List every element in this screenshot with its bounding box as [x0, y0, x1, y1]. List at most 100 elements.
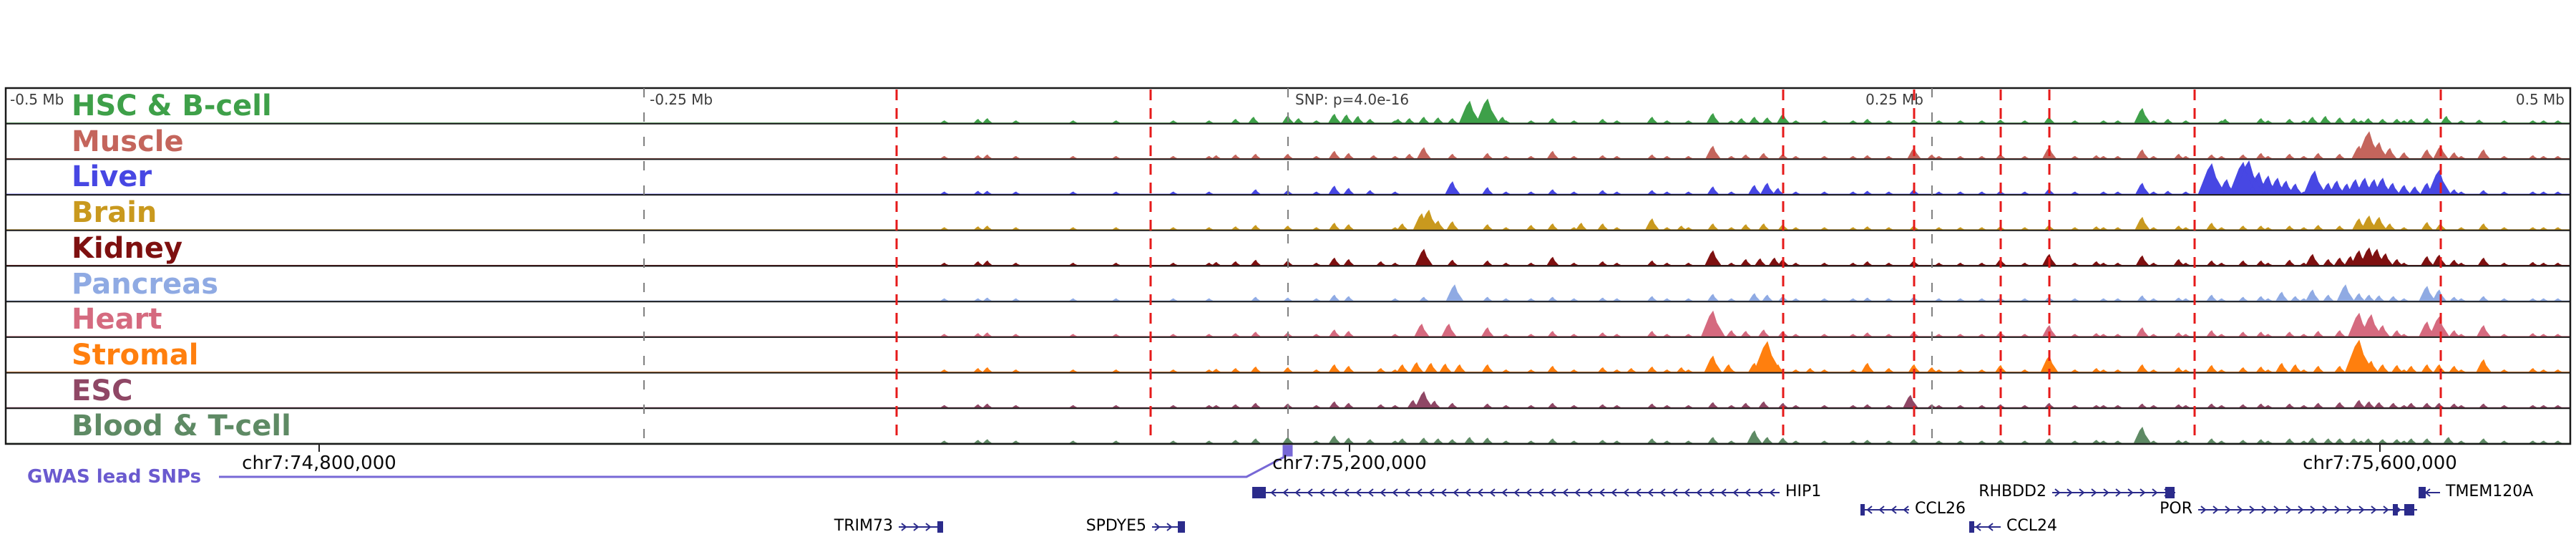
gene-strand-arrow: [1166, 523, 1173, 531]
gene-strand-arrow: [1672, 488, 1678, 497]
gene-strand-arrow: [2127, 488, 2134, 497]
gene-strand-arrow: [1538, 488, 1544, 497]
gene-strand-arrow: [1465, 488, 1471, 497]
gwas-pointer-line: [219, 455, 1285, 478]
gene-strand-arrow: [2079, 488, 2085, 497]
gene-strand-arrow: [1392, 488, 1398, 497]
gene-strand-arrow: [1550, 488, 1556, 497]
track-label-heart: Heart: [72, 303, 162, 337]
axis-tick-label-minus-0-25mb: -0.25 Mb: [650, 91, 713, 108]
gene-label-por: POR: [2160, 500, 2192, 518]
gene-strand-arrow: [1903, 505, 1909, 514]
gene-strand-arrow: [1647, 488, 1654, 497]
gene-strand-arrow: [1878, 505, 1885, 514]
gene-strand-arrow: [2237, 505, 2243, 514]
gene-strand-arrow: [1307, 488, 1313, 497]
gene-strand-arrow: [1757, 488, 1763, 497]
gene-strand-arrow: [1866, 505, 1873, 514]
gene-strand-arrow: [2152, 488, 2158, 497]
gene-strand-arrow: [1453, 488, 1459, 497]
track-label-blood-t-cell: Blood & T-cell: [72, 410, 291, 443]
gene-strand-arrow: [2067, 488, 2073, 497]
gene-strand-arrow: [1343, 488, 1350, 497]
gene-label-tmem120a: TMEM120A: [2446, 483, 2534, 500]
gene-strand-arrow: [1635, 488, 1641, 497]
gene-strand-arrow: [1416, 488, 1423, 497]
gene-strand-arrow: [2249, 505, 2255, 514]
gene-strand-arrow: [1294, 488, 1301, 497]
gene-strand-arrow: [1501, 488, 1508, 497]
gene-strand-arrow: [2383, 505, 2389, 514]
gene-label-ccl24: CCL24: [2006, 517, 2057, 535]
gwas-lead-snps-label: GWAS lead SNPs: [27, 466, 202, 488]
gene-strand-arrow: [2225, 505, 2231, 514]
gene-strand-arrow: [925, 523, 932, 531]
gene-strand-arrow: [1331, 488, 1337, 497]
gene-strand-arrow: [1623, 488, 1629, 497]
gene-strand-arrow: [2212, 505, 2219, 514]
gene-strand-arrow: [2346, 505, 2353, 514]
gene-strand-arrow: [1489, 488, 1496, 497]
gene-strand-arrow: [1684, 488, 1690, 497]
gene-strand-arrow: [901, 523, 907, 531]
gene-exon-box: [2419, 487, 2426, 498]
signal-brain: [6, 209, 2570, 231]
axis-tick-label-plus-0-5mb: 0.5 Mb: [2515, 91, 2565, 108]
gene-strand-arrow: [1611, 488, 1617, 497]
gene-exon-box: [2393, 504, 2398, 516]
gene-strand-arrow: [913, 523, 919, 531]
gene-strand-arrow: [1513, 488, 1520, 497]
gene-exon-box: [2165, 487, 2175, 498]
gene-strand-arrow: [1282, 488, 1289, 497]
track-label-brain: Brain: [72, 196, 157, 230]
gene-strand-arrow: [1574, 488, 1581, 497]
gene-strand-arrow: [1477, 488, 1483, 497]
gene-exon-box: [1860, 504, 1865, 516]
gene-strand-arrow: [2115, 488, 2122, 497]
snp-pvalue-label: SNP: p=4.0e-16: [1295, 91, 1410, 108]
gene-strand-arrow: [2273, 505, 2280, 514]
gwas-snp-marker: [1282, 445, 1293, 457]
track-label-liver: Liver: [72, 160, 152, 194]
gene-strand-arrow: [1890, 505, 1897, 514]
gene-strand-arrow: [1720, 488, 1727, 497]
gene-strand-arrow: [1769, 488, 1775, 497]
gene-strand-arrow: [2298, 505, 2304, 514]
track-label-pancreas: Pancreas: [72, 267, 219, 301]
gene-strand-arrow: [1440, 488, 1447, 497]
signal-stromal: [6, 339, 2570, 373]
gene-strand-arrow: [1367, 488, 1374, 497]
gene-strand-arrow: [2261, 505, 2268, 514]
gene-exon-box: [937, 521, 943, 533]
gene-strand-arrow: [2358, 505, 2365, 514]
gene-strand-arrow: [1526, 488, 1532, 497]
gene-strand-arrow: [1380, 488, 1386, 497]
gene-strand-arrow: [2371, 505, 2377, 514]
track-label-esc: ESC: [72, 374, 133, 407]
gene-strand-arrow: [2310, 505, 2316, 514]
gene-strand-arrow: [2322, 505, 2328, 514]
gene-strand-arrow: [2103, 488, 2109, 497]
gene-strand-arrow: [1355, 488, 1362, 497]
gene-strand-arrow: [1599, 488, 1605, 497]
gene-strand-arrow: [1154, 523, 1161, 531]
coordinate-label-chr7-75600000: chr7:75,600,000: [2303, 453, 2457, 474]
gene-strand-arrow: [1745, 488, 1751, 497]
gene-strand-arrow: [1696, 488, 1702, 497]
gene-strand-arrow: [1562, 488, 1568, 497]
axis-tick-label-minus-0-5mb: -0.5 Mb: [10, 91, 64, 108]
gene-strand-arrow: [1404, 488, 1410, 497]
gene-strand-arrow: [2091, 488, 2097, 497]
gene-exon-box: [1178, 521, 1185, 533]
gene-strand-arrow: [1708, 488, 1714, 497]
coordinate-label-chr7-74800000: chr7:74,800,000: [242, 453, 396, 474]
gene-strand-arrow: [1659, 488, 1666, 497]
signal-blood-t-cell: [6, 426, 2570, 444]
gene-exon-box: [1252, 487, 1266, 498]
track-label-muscle: Muscle: [72, 125, 184, 158]
gene-label-spdye5: SPDYE5: [1085, 517, 1146, 535]
gene-label-rhbdd2: RHBDD2: [1979, 483, 2046, 500]
gene-strand-arrow: [1987, 523, 1994, 531]
track-label-hsc-b-cell: HSC & B-cell: [72, 90, 272, 122]
